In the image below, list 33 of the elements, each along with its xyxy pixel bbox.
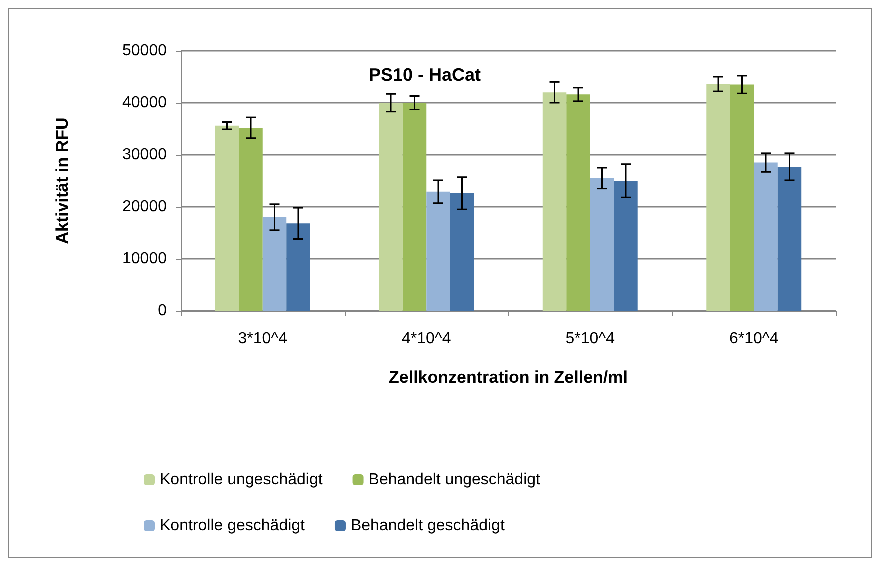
legend-label: Behandelt geschädigt [350,518,506,534]
x-tick-label: 5*10^4 [566,330,616,348]
legend-label: Kontrolle ungeschädigt [160,472,324,488]
bar [566,94,590,311]
bar [379,103,403,311]
bar [614,181,638,311]
bar [262,217,287,311]
legend-label: Behandelt ungeschädigt [368,472,542,488]
x-tick-label: 3*10^4 [238,330,288,348]
x-tick-label: 4*10^4 [402,330,452,348]
bar [706,84,730,311]
y-tick-label: 10000 [122,250,168,268]
bar [426,192,450,311]
y-tick-label: 40000 [122,94,168,112]
bar [402,103,427,311]
x-tick-label: 6*10^4 [729,330,779,348]
bar [215,126,240,311]
bar [239,128,263,311]
bar [286,224,310,311]
y-tick-label: 0 [158,302,168,320]
bar [542,92,567,311]
y-tick-label: 30000 [122,146,168,164]
bar [590,178,614,311]
bar [778,166,802,311]
text: PS10 - HaCat [369,65,482,85]
bar [730,84,754,311]
x-axis-title: Zellkonzentration in Zellen/ml [389,368,628,387]
bar [450,193,474,311]
legend-label: Kontrolle geschädigt [160,518,306,534]
y-axis-title: Aktivität in RFU [53,118,72,244]
y-tick-label: 20000 [122,198,168,216]
bar [754,162,778,311]
y-tick-label: 50000 [122,42,168,60]
